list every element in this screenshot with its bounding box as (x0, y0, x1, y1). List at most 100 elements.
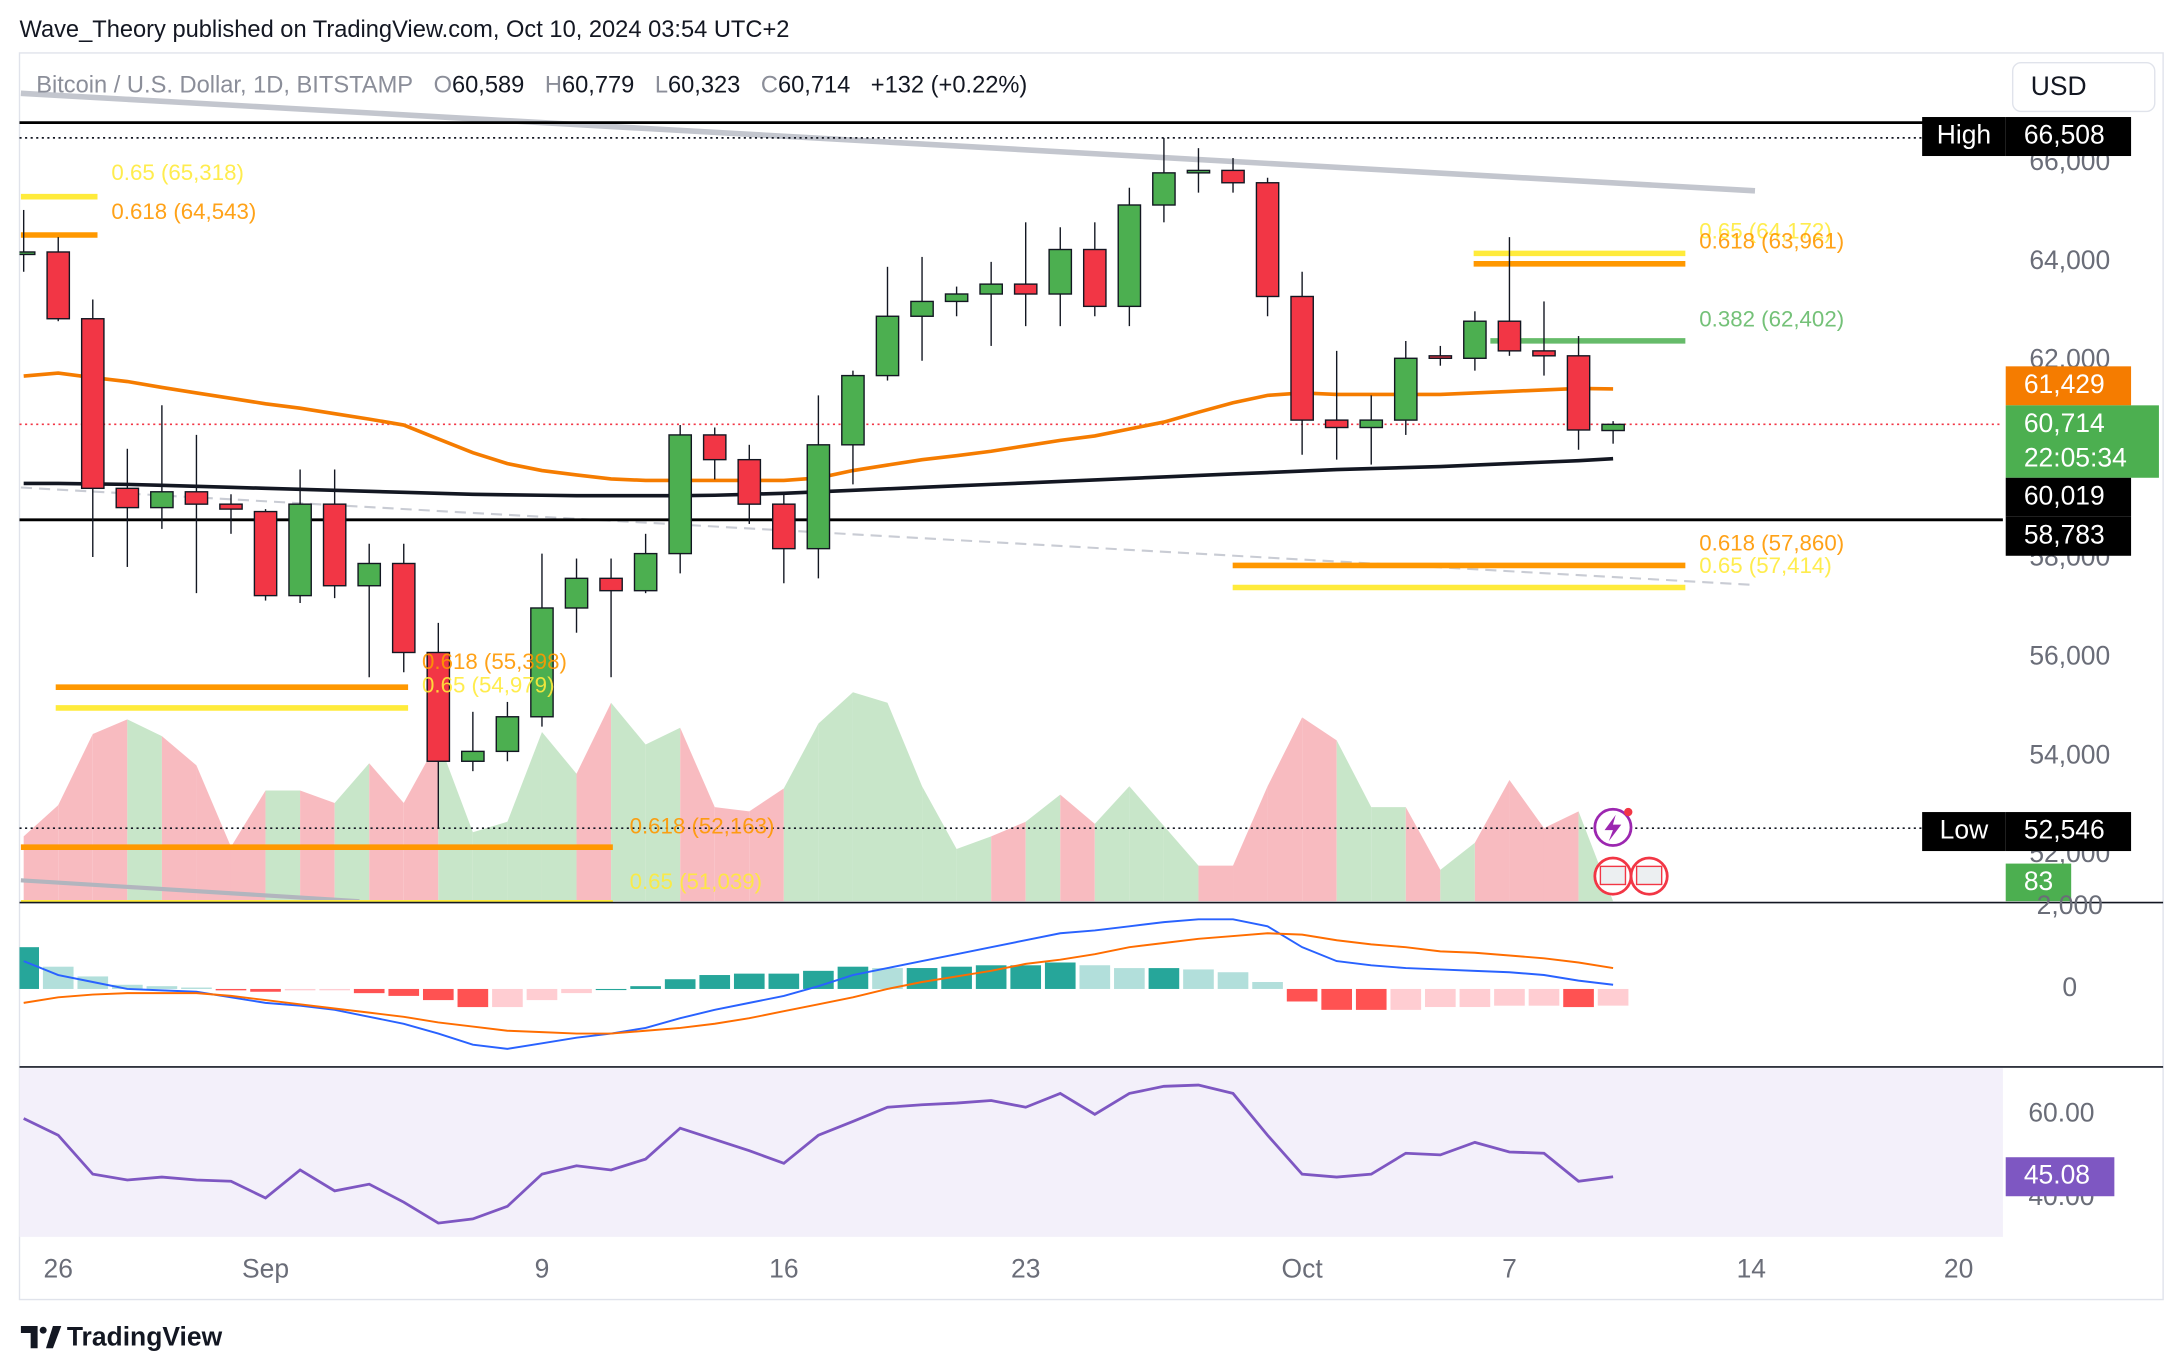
candle-body (599, 577, 623, 592)
momentum-segment (1060, 794, 1095, 902)
price-tag-box (1922, 812, 2006, 852)
price-tag-box (1922, 117, 2006, 157)
fib-label: 0.618 (55,398) (422, 649, 567, 674)
flag-body (1599, 865, 1627, 886)
ohlc-key: L (655, 73, 668, 99)
macd-histogram-bar (1390, 988, 1422, 1010)
macd-line (23, 918, 1614, 1050)
candle-body (1428, 355, 1453, 359)
rsi-line (23, 1083, 1614, 1225)
candle-body (668, 434, 693, 555)
countdown-label: 22:05:34 (2024, 443, 2127, 473)
candle-body (1601, 423, 1625, 432)
fib-label: 0.618 (57,860) (1699, 531, 1844, 556)
macd-histogram-bar (112, 984, 143, 989)
candle-body (357, 562, 382, 587)
lightning-icon (1604, 814, 1622, 842)
footer-brand: TradingView (67, 1322, 223, 1352)
price-badge-label: 60,714 (2024, 408, 2105, 438)
candle-body (391, 562, 416, 654)
momentum-segment (196, 765, 231, 902)
fib-label: 0.65 (54,979) (422, 673, 554, 698)
candle-body (979, 283, 1003, 295)
price-badge-label: 52,546 (2024, 815, 2105, 845)
x-tick-label: 20 (1944, 1253, 1973, 1283)
candle-body (875, 315, 900, 377)
macd-histogram-bar (422, 988, 454, 1001)
momentum-segment (1440, 842, 1475, 902)
currency-button[interactable] (2011, 61, 2156, 113)
publisher-line: Wave_Theory published on TradingView.com… (19, 17, 789, 43)
macd-histogram-bar (1494, 988, 1525, 1006)
backgrounds (19, 1068, 2003, 1237)
rsi-tick-label: 60.00 (2028, 1097, 2094, 1127)
fib-label: 0.65 (51,039) (630, 869, 762, 894)
logo-mark (45, 1326, 62, 1349)
drawings (19, 90, 2003, 903)
price-badge (2005, 117, 2132, 157)
y-tick-label: 54,000 (2029, 739, 2110, 769)
event-icons (1593, 807, 1669, 896)
candle-body (1532, 350, 1556, 357)
candle-body (806, 444, 831, 550)
macd-histogram-bar (388, 988, 420, 996)
momentum-segment (1198, 865, 1234, 902)
macd-histogram-bar (1563, 988, 1594, 1008)
fib-label: 0.65 (64,172) (1699, 219, 1831, 244)
macd-histogram-bar (664, 979, 696, 989)
candle-body (1082, 248, 1107, 308)
macd-histogram-bar (1528, 988, 1560, 1006)
price-badge (2005, 516, 2132, 556)
candle-body (46, 251, 71, 320)
candle-body (1463, 320, 1487, 359)
momentum-segment (991, 821, 1026, 902)
ohlc-key: O (434, 73, 452, 99)
candle-body (1393, 357, 1418, 421)
symbol-title: Bitcoin / U.S. Dollar, 1D, BITSTAMP (36, 73, 413, 99)
momentum-segment (334, 763, 370, 902)
momentum-segment (714, 807, 750, 902)
y-tick-label: 56,000 (2029, 640, 2110, 670)
candle-body (771, 503, 796, 550)
macd-histogram-bar (250, 988, 281, 992)
fib-label: 0.618 (63,961) (1699, 228, 1844, 253)
macd-histogram-bar (319, 988, 350, 991)
flag-body (1635, 865, 1663, 886)
price-badge (2005, 366, 2132, 406)
macd-histogram-bar (941, 966, 972, 989)
ohlc-value: 60,779 (562, 73, 634, 99)
macd-histogram-bar (215, 988, 247, 991)
price-badge-label: 66,508 (2024, 120, 2105, 150)
macd-histogram-bar (353, 988, 385, 994)
macd-histogram-bar (146, 986, 178, 989)
macd-histogram-bar (561, 988, 592, 994)
fib-label: 0.618 (52,163) (630, 813, 775, 838)
momentum-segment (541, 731, 577, 902)
momentum-segment (1094, 786, 1130, 902)
macd-tick-label: 0 (2062, 972, 2077, 1002)
macd-histogram-bar (1355, 988, 1387, 1010)
momentum-segment (1267, 717, 1303, 902)
candle-body (1186, 169, 1211, 174)
event-dot (1624, 807, 1633, 817)
momentum-badge-label: 83 (2024, 866, 2053, 896)
macd-histogram-bar (1252, 982, 1283, 989)
momentum-segment (1233, 786, 1268, 902)
trend-line (20, 90, 1756, 194)
candle-body (1117, 204, 1142, 308)
macd-histogram-bar (1079, 965, 1111, 989)
momentum-segment (1129, 786, 1164, 902)
momentum-segment (403, 740, 439, 902)
macd-histogram-bar (1425, 988, 1456, 1008)
macd-histogram-bar (457, 988, 489, 1008)
macd-histogram-bar (595, 988, 627, 991)
momentum-segment (161, 736, 197, 902)
rsi-pane (23, 1083, 1614, 1225)
macd-histogram-bar (699, 975, 731, 989)
momentum-segment (92, 719, 128, 902)
ohlc-value: 60,323 (668, 73, 740, 99)
price-badge-label: 61,429 (2024, 369, 2105, 399)
momentum-segment (1474, 780, 1510, 902)
